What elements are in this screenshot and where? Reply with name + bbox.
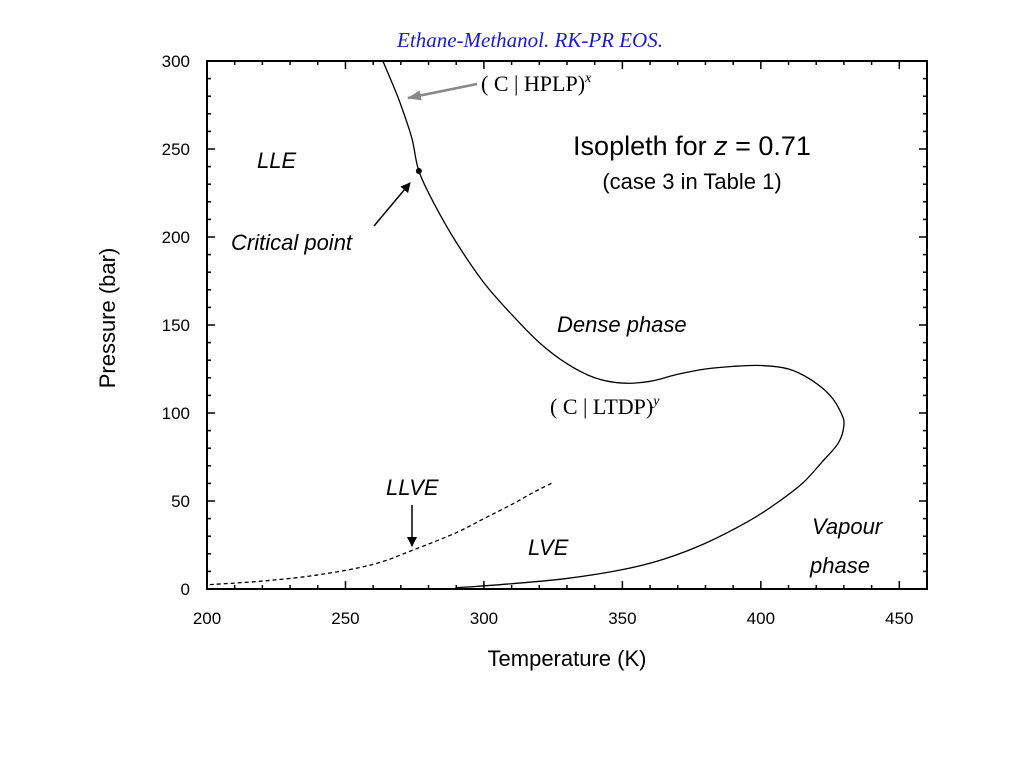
y-tick-label: 100 — [162, 404, 190, 423]
x-tick-label: 400 — [747, 609, 775, 628]
x-tick-label: 450 — [885, 609, 913, 628]
critical-point-label: Critical point — [231, 230, 353, 255]
hplp-annotation: ( C | HPLP)x — [481, 71, 592, 96]
hplp-arrow — [407, 82, 478, 101]
dense-phase-label: Dense phase — [557, 312, 687, 337]
series-layer — [209, 60, 845, 589]
marker-layer — [415, 168, 422, 174]
axis-ticks — [206, 60, 928, 590]
chart-title: Ethane-Methanol. RK-PR EOS. — [396, 28, 663, 52]
vapour-label-line2: phase — [809, 553, 870, 578]
critical-point-marker — [415, 168, 422, 174]
lle-label: LLE — [257, 148, 296, 173]
x-tick-label: 250 — [331, 609, 359, 628]
axis-tick-labels: 200 250 300 350 400 450 0 50 100 150 200 250 300 — [162, 52, 914, 628]
lve-label: LVE — [528, 535, 569, 560]
critical-point-arrow — [373, 182, 411, 227]
x-tick-label: 350 — [608, 609, 636, 628]
x-tick-label: 200 — [193, 609, 221, 628]
y-tick-label: 50 — [171, 492, 190, 511]
x-tick-label: 300 — [470, 609, 498, 628]
llve-dashed-curve — [209, 481, 554, 586]
ltdp-annotation: ( C | LTDP)y — [550, 394, 660, 419]
y-tick-label: 0 — [181, 580, 190, 599]
case-note: (case 3 in Table 1) — [602, 169, 781, 194]
y-tick-label: 300 — [162, 52, 190, 71]
llve-label: LLVE — [386, 475, 439, 500]
isopleth-label: Isopleth for z = 0.71 — [573, 131, 811, 161]
y-axis-label: Pressure (bar) — [95, 248, 120, 389]
y-tick-label: 200 — [162, 228, 190, 247]
y-tick-label: 150 — [162, 316, 190, 335]
y-tick-label: 250 — [162, 140, 190, 159]
isopleth-curve — [382, 60, 845, 589]
x-axis-label: Temperature (K) — [488, 646, 647, 671]
vapour-label-line1: Vapour — [812, 514, 884, 539]
